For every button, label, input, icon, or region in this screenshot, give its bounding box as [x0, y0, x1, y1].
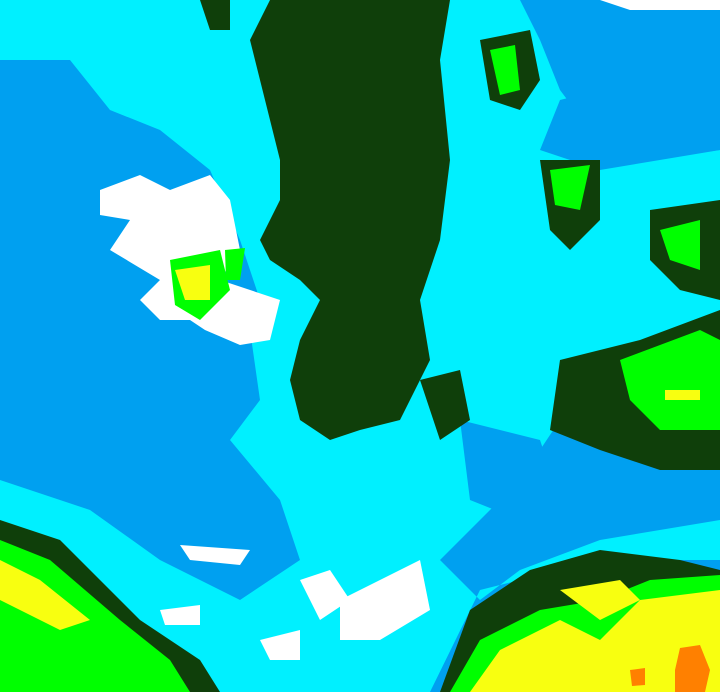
orange-echo-layer — [630, 645, 710, 692]
yellow-echo-layer — [0, 265, 720, 692]
